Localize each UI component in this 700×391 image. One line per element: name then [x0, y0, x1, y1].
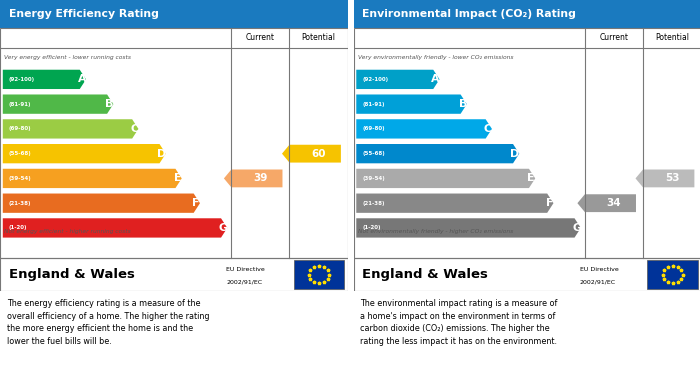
Bar	[354, 0, 700, 28]
Text: (1-20): (1-20)	[362, 226, 381, 230]
Text: (1-20): (1-20)	[8, 226, 27, 230]
Polygon shape	[3, 169, 182, 188]
Text: Current: Current	[246, 33, 275, 42]
Bar	[354, 258, 700, 291]
Text: (55-68): (55-68)	[362, 151, 385, 156]
Polygon shape	[224, 170, 283, 187]
Text: The environmental impact rating is a measure of
a home's impact on the environme: The environmental impact rating is a mea…	[360, 299, 558, 346]
Polygon shape	[578, 194, 636, 212]
Text: (55-68): (55-68)	[8, 151, 32, 156]
Bar	[0, 258, 348, 291]
Text: E: E	[174, 174, 181, 183]
Text: England & Wales: England & Wales	[8, 268, 134, 281]
Polygon shape	[3, 119, 139, 138]
Bar	[0, 0, 348, 28]
Text: The energy efficiency rating is a measure of the
overall efficiency of a home. T: The energy efficiency rating is a measur…	[7, 299, 209, 346]
Text: EU Directive: EU Directive	[580, 267, 618, 272]
Polygon shape	[356, 144, 519, 163]
Text: (21-38): (21-38)	[362, 201, 385, 206]
Text: Very environmentally friendly - lower CO₂ emissions: Very environmentally friendly - lower CO…	[358, 55, 513, 60]
Text: D: D	[510, 149, 519, 159]
Text: 53: 53	[665, 174, 680, 183]
Text: G: G	[218, 223, 228, 233]
Text: (81-91): (81-91)	[362, 102, 385, 107]
Bar	[0, 28, 348, 258]
Text: (39-54): (39-54)	[362, 176, 385, 181]
Polygon shape	[356, 218, 581, 238]
Text: B: B	[458, 99, 467, 109]
Text: C: C	[484, 124, 492, 134]
Polygon shape	[356, 70, 440, 89]
Polygon shape	[3, 218, 228, 238]
Bar	[648, 260, 698, 289]
Text: 34: 34	[607, 198, 621, 208]
Polygon shape	[356, 95, 467, 114]
Text: Not energy efficient - higher running costs: Not energy efficient - higher running co…	[4, 229, 131, 234]
Polygon shape	[3, 70, 86, 89]
Text: England & Wales: England & Wales	[362, 268, 488, 281]
Text: C: C	[130, 124, 139, 134]
Text: Environmental Impact (CO₂) Rating: Environmental Impact (CO₂) Rating	[362, 9, 576, 19]
Text: D: D	[157, 149, 166, 159]
Polygon shape	[356, 169, 536, 188]
Text: G: G	[572, 223, 581, 233]
Text: 2002/91/EC: 2002/91/EC	[580, 280, 616, 284]
Text: Potential: Potential	[302, 33, 336, 42]
Text: EU Directive: EU Directive	[226, 267, 265, 272]
Text: Current: Current	[599, 33, 629, 42]
Text: Very energy efficient - lower running costs: Very energy efficient - lower running co…	[4, 55, 131, 60]
Text: A: A	[78, 74, 86, 84]
Text: Not environmentally friendly - higher CO₂ emissions: Not environmentally friendly - higher CO…	[358, 229, 513, 234]
Text: (92-100): (92-100)	[362, 77, 389, 82]
Text: (69-80): (69-80)	[362, 126, 385, 131]
Text: 60: 60	[312, 149, 326, 159]
Polygon shape	[282, 145, 341, 163]
Polygon shape	[636, 170, 694, 187]
Text: (21-38): (21-38)	[8, 201, 32, 206]
Text: E: E	[527, 174, 535, 183]
Polygon shape	[356, 194, 554, 213]
Polygon shape	[3, 194, 200, 213]
Text: B: B	[105, 99, 113, 109]
Text: (69-80): (69-80)	[8, 126, 32, 131]
Bar	[294, 260, 344, 289]
Text: Potential: Potential	[655, 33, 690, 42]
Text: Energy Efficiency Rating: Energy Efficiency Rating	[8, 9, 159, 19]
Text: 39: 39	[253, 174, 267, 183]
Polygon shape	[3, 95, 113, 114]
Text: 2002/91/EC: 2002/91/EC	[226, 280, 262, 284]
Text: F: F	[545, 198, 553, 208]
Polygon shape	[356, 119, 492, 138]
Text: A: A	[431, 74, 440, 84]
Bar	[354, 28, 700, 258]
Polygon shape	[3, 144, 166, 163]
Text: (39-54): (39-54)	[8, 176, 32, 181]
Text: (81-91): (81-91)	[8, 102, 32, 107]
Text: (92-100): (92-100)	[8, 77, 35, 82]
Text: F: F	[192, 198, 199, 208]
